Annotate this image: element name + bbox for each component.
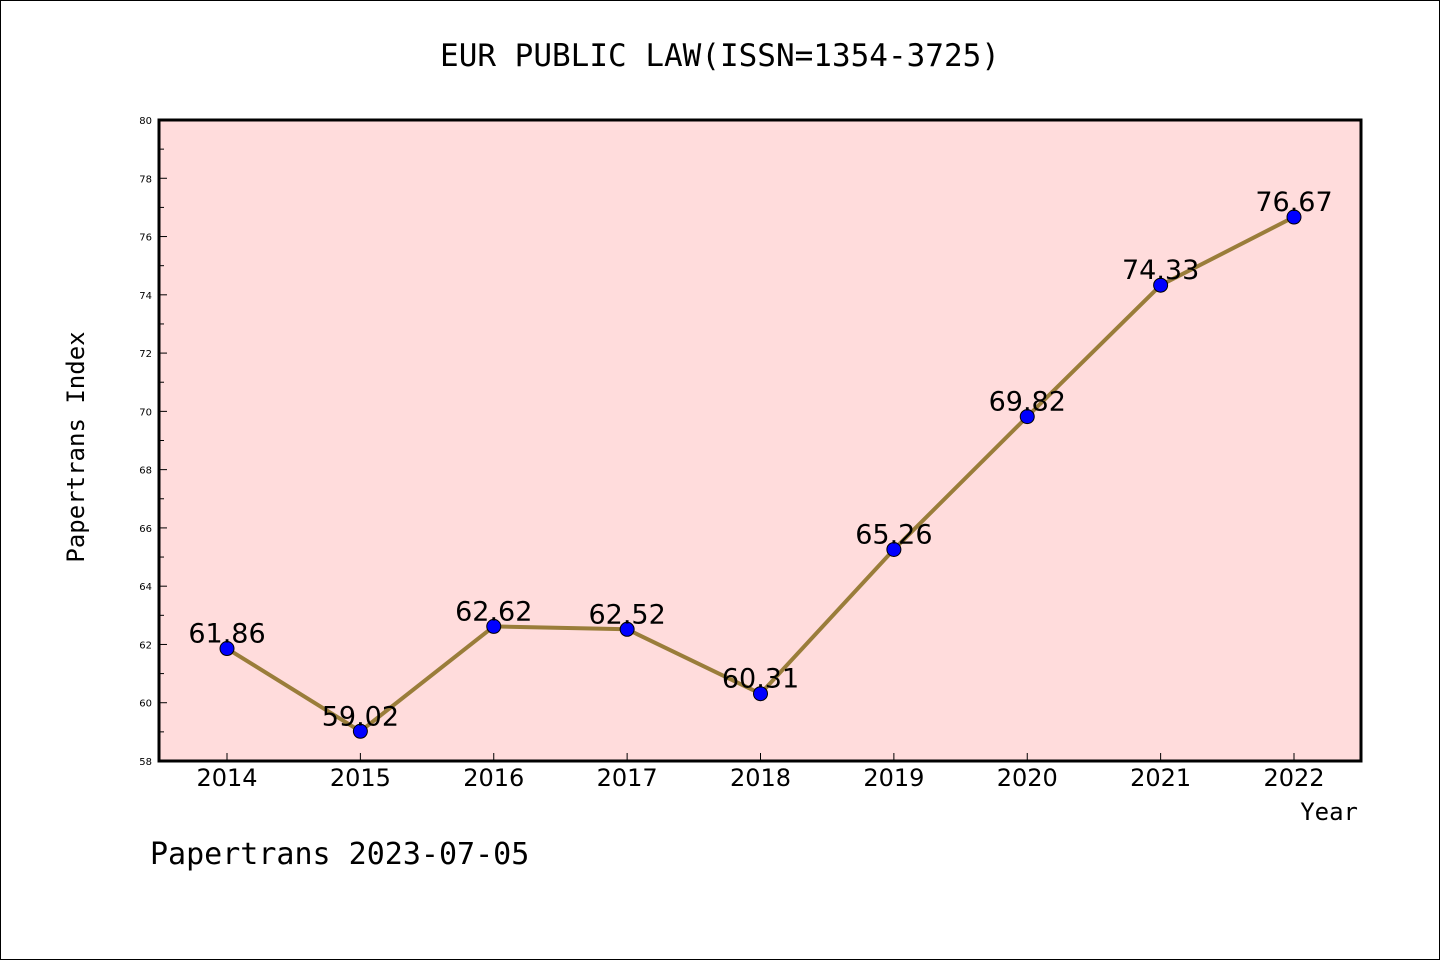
plot-area — [159, 120, 1361, 761]
y-tick-label: 58 — [139, 757, 152, 768]
data-point-marker — [1153, 277, 1169, 293]
y-tick-label: 64 — [139, 582, 152, 593]
data-point-marker — [486, 618, 502, 634]
data-label: 76.67 — [1255, 187, 1332, 218]
x-tick-label: 2014 — [196, 764, 257, 792]
data-point-marker — [886, 541, 902, 557]
x-tick-label: 2016 — [463, 764, 524, 792]
y-axis-label: Papertrans Index — [62, 331, 90, 562]
y-tick-label: 66 — [139, 524, 152, 535]
x-tick-label: 2021 — [1130, 764, 1191, 792]
data-label: 59.02 — [322, 701, 399, 732]
y-tick-label: 60 — [139, 699, 152, 710]
y-tick-label: 74 — [139, 291, 152, 302]
y-tick-label: 68 — [139, 466, 152, 477]
data-point-marker — [1286, 209, 1302, 225]
data-label: 61.86 — [188, 619, 265, 650]
data-label: 62.52 — [588, 599, 665, 630]
x-tick-label: 2019 — [863, 764, 924, 792]
y-tick-label: 76 — [139, 233, 152, 244]
data-label: 62.62 — [455, 596, 532, 627]
data-label: 69.82 — [989, 387, 1066, 418]
data-point-marker — [219, 641, 235, 657]
data-label: 65.26 — [855, 519, 932, 550]
x-tick-label: 2018 — [730, 764, 791, 792]
data-point-marker — [619, 621, 635, 637]
data-labels: 61.86 59.02 62.62 62.52 60.31 65.26 69.82 74.33… — [188, 187, 1332, 732]
y-tick-label: 62 — [139, 640, 152, 651]
y-tick-label: 72 — [139, 349, 152, 360]
y-tick-label: 78 — [139, 174, 152, 185]
x-tick-label: 2015 — [330, 764, 391, 792]
x-axis-ticks: 2014 2015 2016 2017 2018 2019 2020 2021 2022 — [196, 753, 1325, 792]
x-tick-label: 2017 — [597, 764, 658, 792]
data-markers — [219, 209, 1302, 739]
x-axis-label: Year — [1300, 798, 1358, 826]
x-tick-label: 2020 — [997, 764, 1058, 792]
y-tick-label: 80 — [139, 116, 152, 127]
x-tick-label: 2022 — [1263, 764, 1324, 792]
data-point-marker — [352, 723, 368, 739]
data-point-marker — [1019, 409, 1035, 425]
data-label: 60.31 — [722, 664, 799, 695]
data-point-marker — [753, 686, 768, 702]
plot-border — [157, 118, 1363, 763]
y-tick-label: 70 — [139, 407, 152, 418]
data-label: 74.33 — [1122, 255, 1199, 286]
chart-title: EUR PUBLIC LAW(ISSN=1354-3725) — [440, 38, 1000, 74]
footer-timestamp: Papertrans 2023-07-05 — [150, 837, 529, 872]
